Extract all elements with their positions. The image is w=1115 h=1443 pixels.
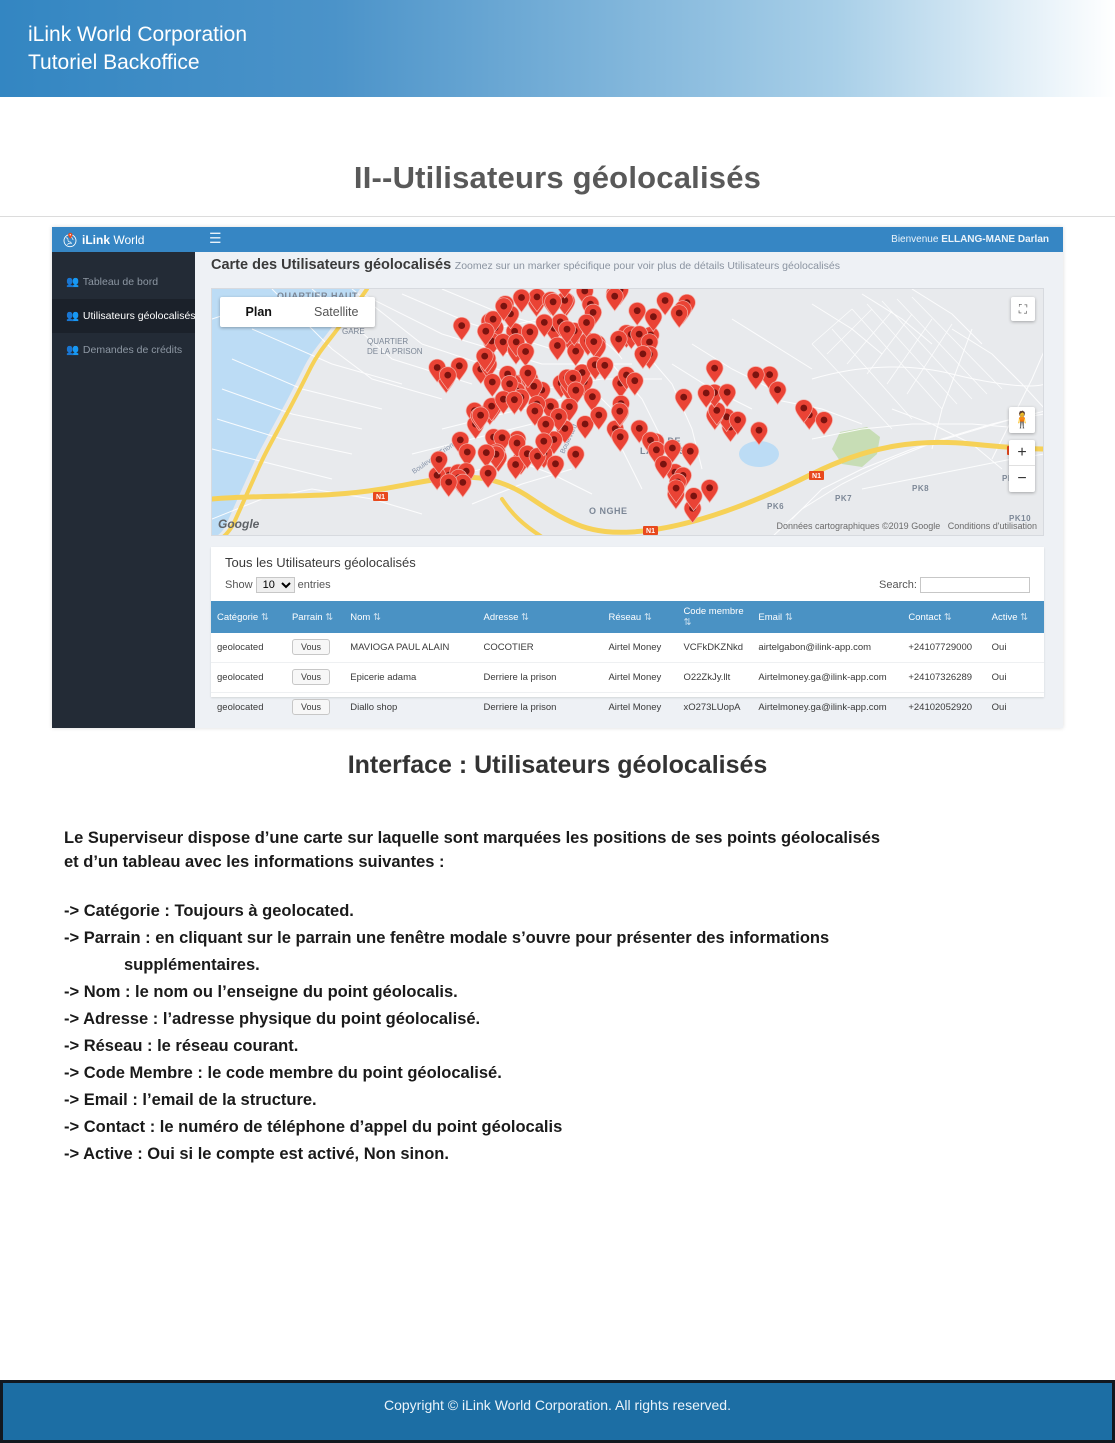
svg-text:O NGHE: O NGHE <box>589 506 628 516</box>
svg-text:DE LA PRISON: DE LA PRISON <box>367 347 423 356</box>
svg-text:PK6: PK6 <box>767 502 784 511</box>
svg-text:QUARTIER: QUARTIER <box>367 337 408 346</box>
svg-text:PK7: PK7 <box>835 494 852 503</box>
svg-text:GARE: GARE <box>342 327 365 336</box>
svg-text:N1: N1 <box>812 473 821 480</box>
svg-text:PK8: PK8 <box>912 484 929 493</box>
svg-text:N1: N1 <box>646 528 655 535</box>
svg-text:N1: N1 <box>376 494 385 501</box>
